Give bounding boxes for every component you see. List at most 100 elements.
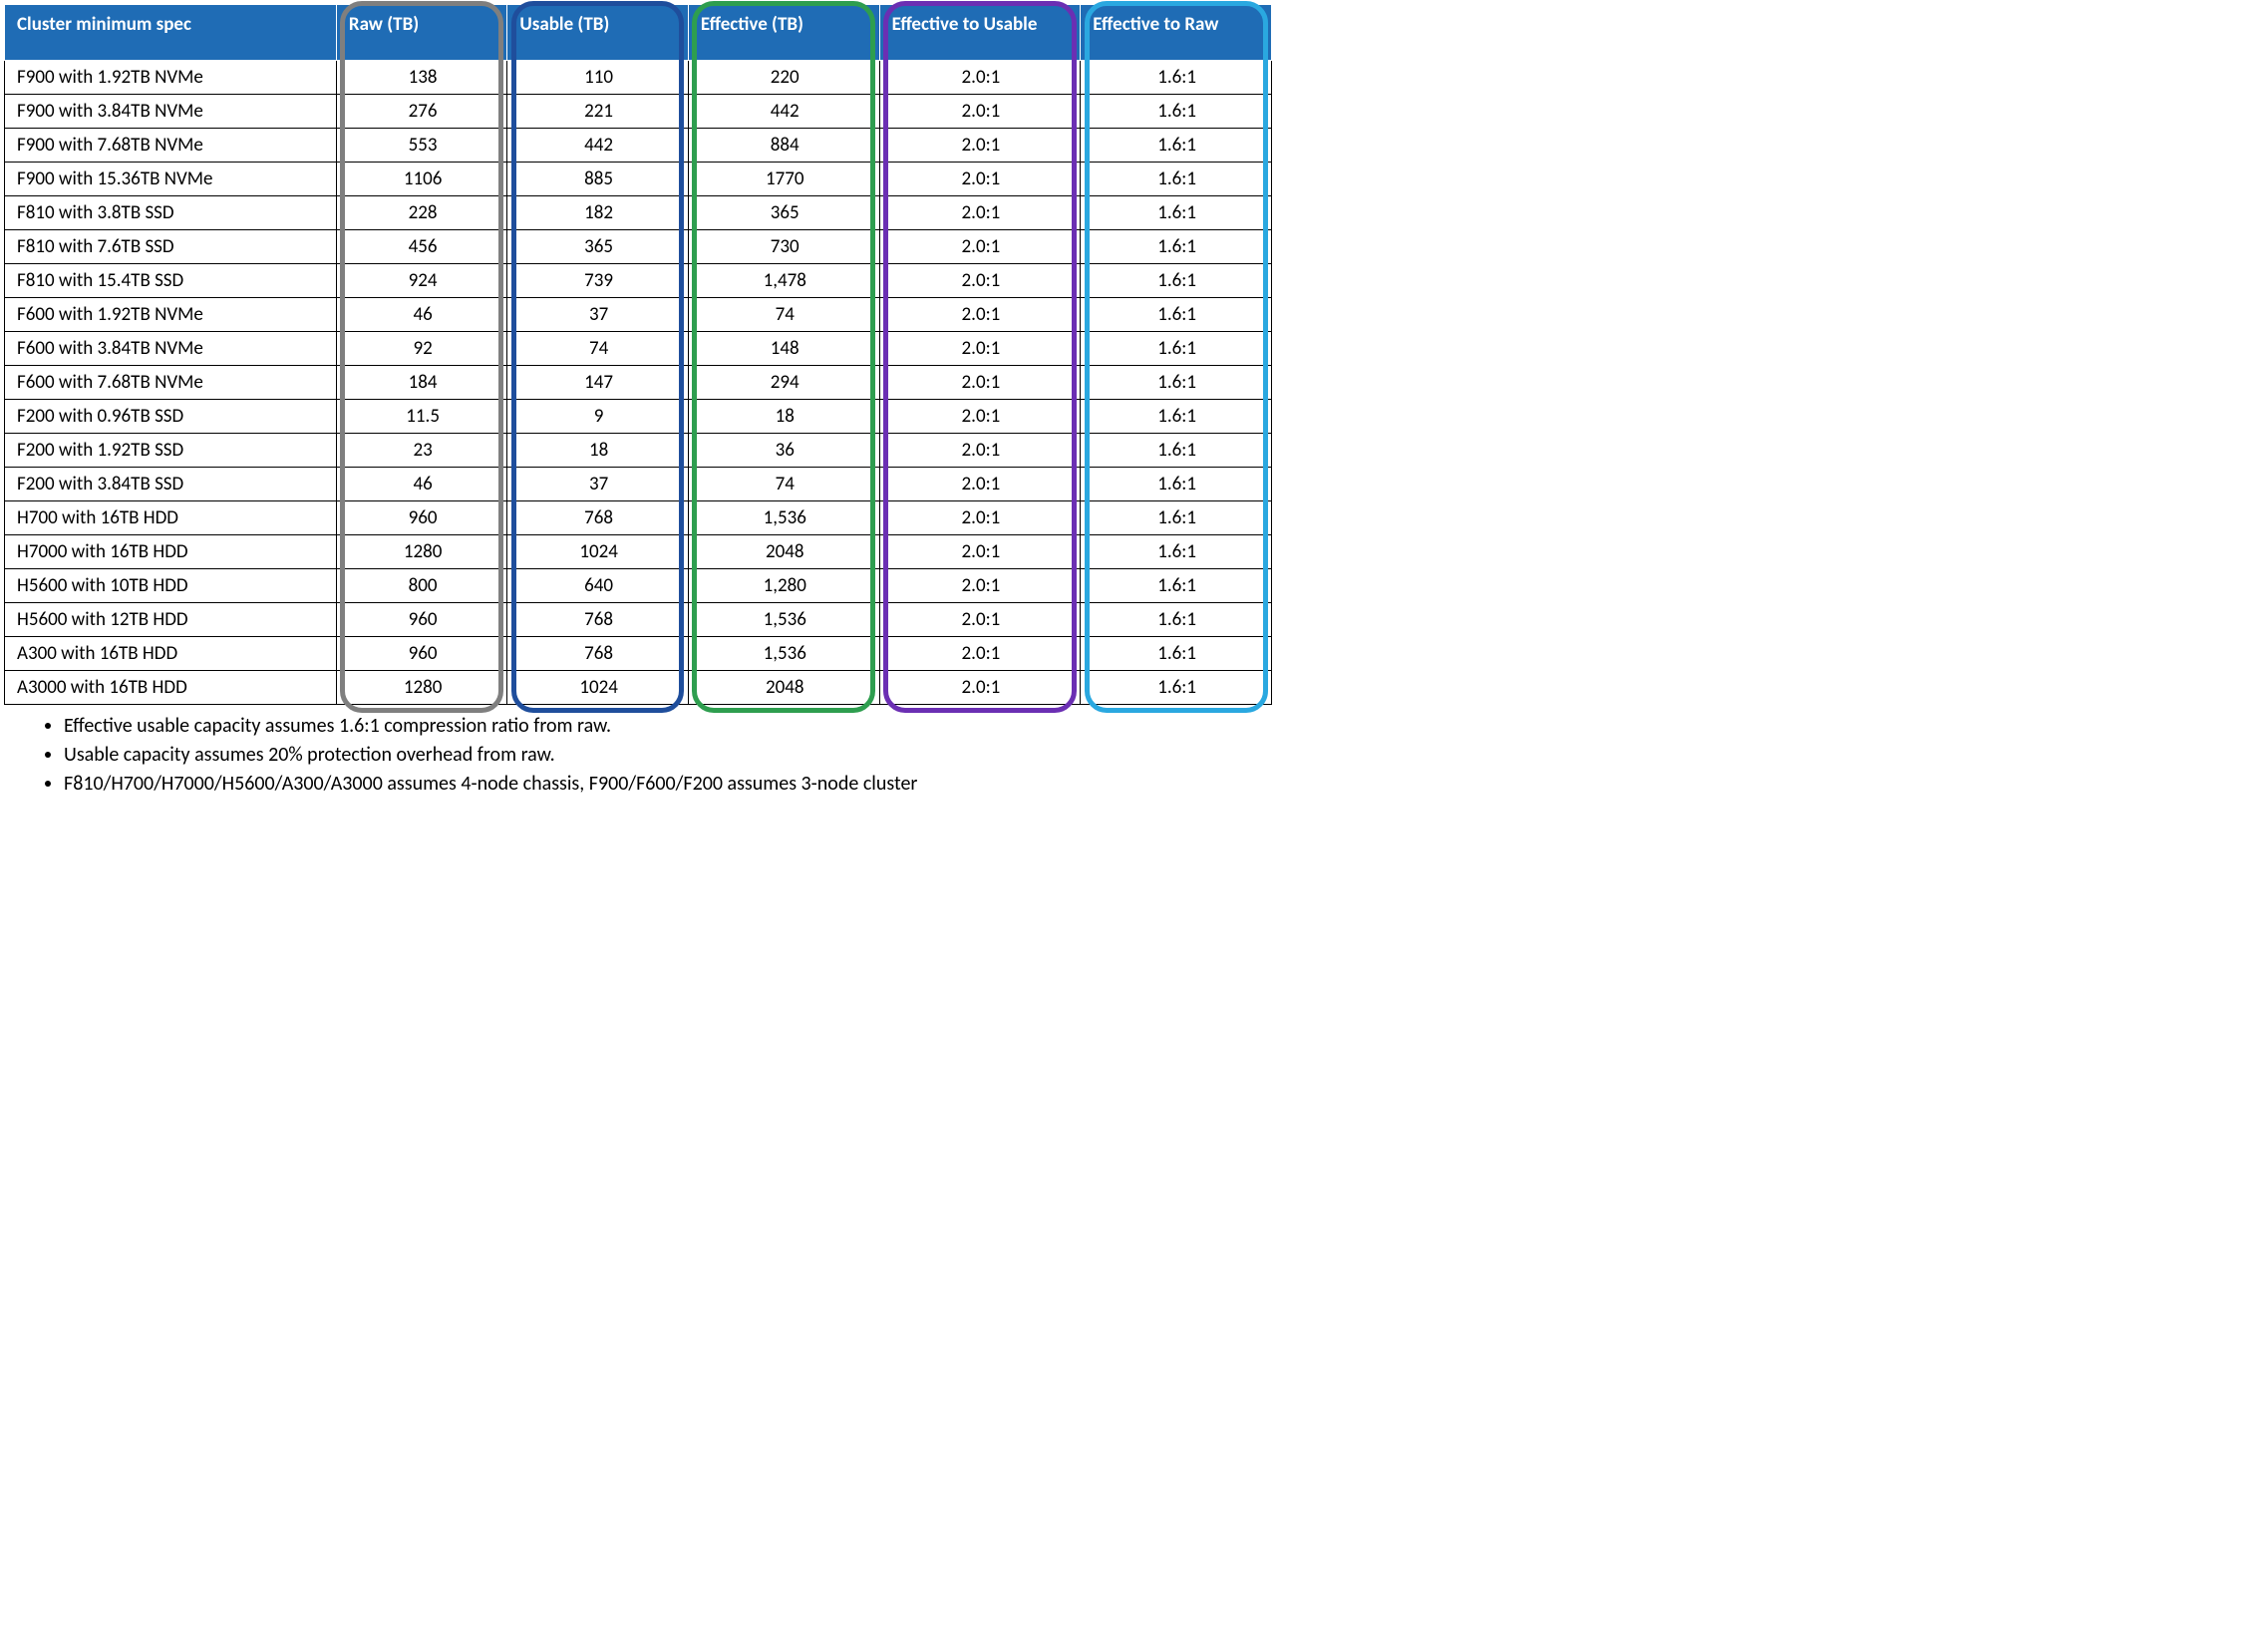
cell-raw: 924 — [336, 264, 506, 298]
cell-eff_to_raw: 1.6:1 — [1081, 434, 1272, 468]
footnote: F810/H700/H7000/H5600/A300/A3000 assumes… — [64, 771, 1272, 800]
cell-usable: 1024 — [507, 671, 689, 705]
cell-raw: 1280 — [336, 671, 506, 705]
cell-eff_to_usable: 2.0:1 — [879, 366, 1081, 400]
cell-spec: F600 with 7.68TB NVMe — [5, 366, 337, 400]
footnote: Effective usable capacity assumes 1.6:1 … — [64, 713, 1272, 742]
cell-effective: 365 — [688, 196, 879, 230]
cell-spec: H7000 with 16TB HDD — [5, 535, 337, 569]
cell-eff_to_usable: 2.0:1 — [879, 569, 1081, 603]
col-header-eff-to-usable: Effective to Usable — [879, 5, 1081, 61]
cell-eff_to_usable: 2.0:1 — [879, 637, 1081, 671]
table-row: F810 with 3.8TB SSD2281823652.0:11.6:1 — [5, 196, 1272, 230]
cell-effective: 220 — [688, 61, 879, 95]
cell-usable: 442 — [507, 129, 689, 163]
cell-raw: 92 — [336, 332, 506, 366]
cell-raw: 46 — [336, 298, 506, 332]
cell-usable: 768 — [507, 637, 689, 671]
cell-eff_to_raw: 1.6:1 — [1081, 230, 1272, 264]
cell-raw: 553 — [336, 129, 506, 163]
cell-usable: 182 — [507, 196, 689, 230]
cell-eff_to_raw: 1.6:1 — [1081, 298, 1272, 332]
cell-effective: 442 — [688, 95, 879, 129]
cell-eff_to_raw: 1.6:1 — [1081, 129, 1272, 163]
cell-eff_to_raw: 1.6:1 — [1081, 196, 1272, 230]
col-header-eff-to-raw: Effective to Raw — [1081, 5, 1272, 61]
cell-eff_to_usable: 2.0:1 — [879, 434, 1081, 468]
table-header: Cluster minimum spec Raw (TB) Usable (TB… — [5, 5, 1272, 61]
cell-spec: H700 with 16TB HDD — [5, 501, 337, 535]
cell-spec: F810 with 7.6TB SSD — [5, 230, 337, 264]
cell-effective: 74 — [688, 468, 879, 501]
page: Cluster minimum spec Raw (TB) Usable (TB… — [0, 0, 1276, 810]
cell-raw: 184 — [336, 366, 506, 400]
cell-effective: 1770 — [688, 163, 879, 196]
cell-usable: 18 — [507, 434, 689, 468]
cell-usable: 768 — [507, 603, 689, 637]
cell-eff_to_usable: 2.0:1 — [879, 535, 1081, 569]
footnotes: Effective usable capacity assumes 1.6:1 … — [64, 713, 1272, 800]
col-header-usable: Usable (TB) — [507, 5, 689, 61]
cell-spec: F200 with 3.84TB SSD — [5, 468, 337, 501]
cell-raw: 46 — [336, 468, 506, 501]
cell-eff_to_raw: 1.6:1 — [1081, 163, 1272, 196]
cell-usable: 147 — [507, 366, 689, 400]
cell-eff_to_raw: 1.6:1 — [1081, 332, 1272, 366]
cell-eff_to_raw: 1.6:1 — [1081, 95, 1272, 129]
cell-eff_to_usable: 2.0:1 — [879, 196, 1081, 230]
cell-raw: 228 — [336, 196, 506, 230]
cell-usable: 1024 — [507, 535, 689, 569]
cell-spec: H5600 with 12TB HDD — [5, 603, 337, 637]
table-row: F810 with 15.4TB SSD9247391,4782.0:11.6:… — [5, 264, 1272, 298]
cell-eff_to_usable: 2.0:1 — [879, 61, 1081, 95]
table-row: H7000 with 16TB HDD1280102420482.0:11.6:… — [5, 535, 1272, 569]
cell-effective: 2048 — [688, 535, 879, 569]
cell-eff_to_raw: 1.6:1 — [1081, 501, 1272, 535]
table-row: H5600 with 10TB HDD8006401,2802.0:11.6:1 — [5, 569, 1272, 603]
cell-effective: 2048 — [688, 671, 879, 705]
cell-raw: 960 — [336, 501, 506, 535]
cell-eff_to_raw: 1.6:1 — [1081, 603, 1272, 637]
cell-eff_to_raw: 1.6:1 — [1081, 637, 1272, 671]
table-row: F900 with 7.68TB NVMe5534428842.0:11.6:1 — [5, 129, 1272, 163]
table-row: F600 with 7.68TB NVMe1841472942.0:11.6:1 — [5, 366, 1272, 400]
cell-usable: 110 — [507, 61, 689, 95]
cell-effective: 1,478 — [688, 264, 879, 298]
cell-usable: 9 — [507, 400, 689, 434]
cell-eff_to_usable: 2.0:1 — [879, 603, 1081, 637]
table-row: A3000 with 16TB HDD1280102420482.0:11.6:… — [5, 671, 1272, 705]
cell-spec: F810 with 3.8TB SSD — [5, 196, 337, 230]
cell-effective: 1,536 — [688, 637, 879, 671]
cell-eff_to_usable: 2.0:1 — [879, 264, 1081, 298]
cell-usable: 768 — [507, 501, 689, 535]
cell-eff_to_usable: 2.0:1 — [879, 95, 1081, 129]
cell-usable: 221 — [507, 95, 689, 129]
cell-effective: 294 — [688, 366, 879, 400]
table-row: F900 with 15.36TB NVMe110688517702.0:11.… — [5, 163, 1272, 196]
cell-spec: A300 with 16TB HDD — [5, 637, 337, 671]
cell-eff_to_raw: 1.6:1 — [1081, 264, 1272, 298]
table-row: A300 with 16TB HDD9607681,5362.0:11.6:1 — [5, 637, 1272, 671]
cell-effective: 148 — [688, 332, 879, 366]
cell-spec: F600 with 1.92TB NVMe — [5, 298, 337, 332]
cell-raw: 23 — [336, 434, 506, 468]
cell-effective: 1,280 — [688, 569, 879, 603]
cell-raw: 138 — [336, 61, 506, 95]
table-row: F200 with 1.92TB SSD2318362.0:11.6:1 — [5, 434, 1272, 468]
cell-spec: F200 with 0.96TB SSD — [5, 400, 337, 434]
cell-spec: F900 with 3.84TB NVMe — [5, 95, 337, 129]
cell-effective: 36 — [688, 434, 879, 468]
cell-effective: 730 — [688, 230, 879, 264]
capacity-table: Cluster minimum spec Raw (TB) Usable (TB… — [4, 4, 1272, 705]
cell-spec: F900 with 15.36TB NVMe — [5, 163, 337, 196]
cell-raw: 960 — [336, 603, 506, 637]
cell-usable: 74 — [507, 332, 689, 366]
table-row: H700 with 16TB HDD9607681,5362.0:11.6:1 — [5, 501, 1272, 535]
cell-spec: F810 with 15.4TB SSD — [5, 264, 337, 298]
col-header-spec: Cluster minimum spec — [5, 5, 337, 61]
cell-eff_to_usable: 2.0:1 — [879, 671, 1081, 705]
cell-raw: 456 — [336, 230, 506, 264]
cell-raw: 960 — [336, 637, 506, 671]
cell-raw: 800 — [336, 569, 506, 603]
cell-eff_to_usable: 2.0:1 — [879, 501, 1081, 535]
